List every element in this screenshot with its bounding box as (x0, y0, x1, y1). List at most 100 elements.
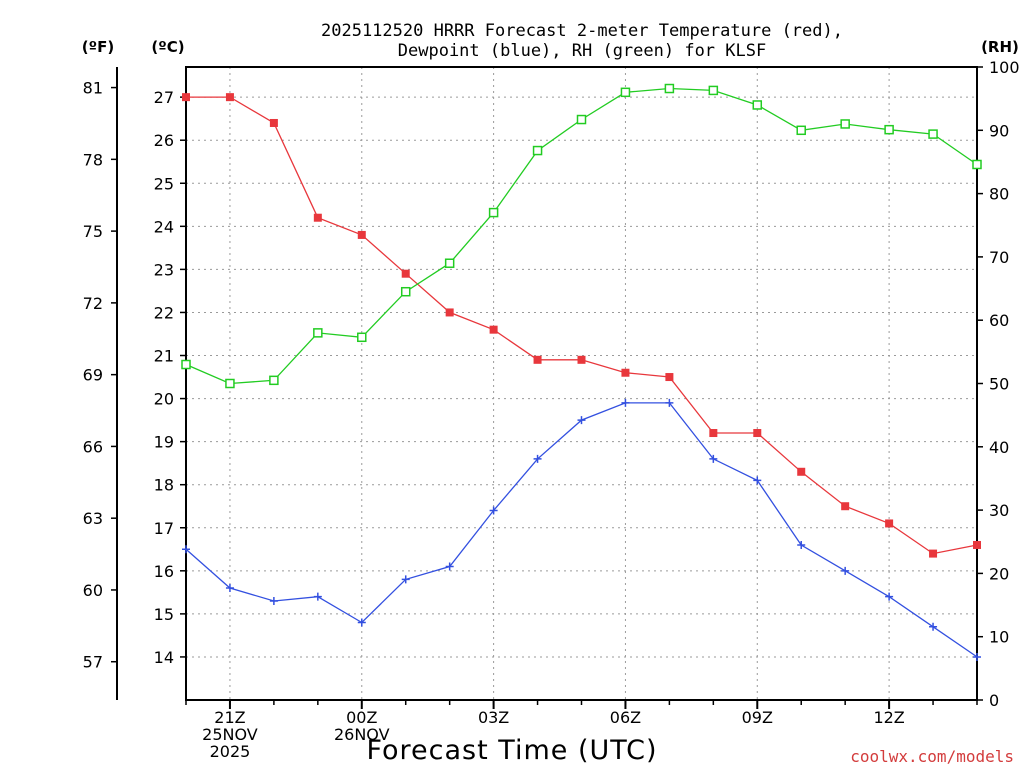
celsius-unit-label: (ºC) (151, 38, 184, 56)
fahrenheit-tick-label-57: 57 (83, 653, 103, 672)
dewpoint-point-10 (621, 398, 630, 407)
rh-tick-label-80: 80 (989, 185, 1009, 204)
temperature-point-9 (577, 355, 586, 364)
dewpoint-point-2 (269, 596, 278, 605)
dewpoint-point-7 (489, 506, 498, 515)
gridlines (186, 67, 977, 700)
rh-point-15 (840, 119, 850, 129)
rh-tick-label-20: 20 (989, 564, 1009, 583)
rh-point-10 (620, 87, 631, 98)
temperature-point-16 (885, 519, 894, 528)
dewpoint-point-9 (577, 416, 586, 425)
x-tick-label-1-0: 21Z (214, 708, 245, 727)
dewpoint-point-12 (709, 454, 718, 463)
temperature-point-15 (841, 502, 850, 511)
rh-point-2 (269, 375, 279, 386)
temperature-point-13 (753, 429, 762, 438)
temperature-point-3 (313, 213, 322, 222)
celsius-tick-label-25: 25 (154, 174, 174, 193)
x-axis-label: Forecast Time (UTC) (366, 735, 657, 766)
x-tick-label-10-0: 06Z (610, 708, 641, 727)
temperature-point-0 (182, 93, 190, 102)
rh-point-6 (444, 258, 455, 268)
rh-point-16 (884, 124, 894, 135)
watermark: coolwx.com/models (850, 747, 1014, 766)
celsius-tick-label-19: 19 (154, 433, 174, 452)
x-tick-label-4-1: 26NOV (334, 725, 390, 744)
plot-frame (185, 66, 978, 701)
dewpoint-point-18 (973, 652, 981, 661)
dewpoint-point-13 (753, 476, 762, 485)
temperature-point-6 (445, 308, 454, 317)
dewpoint-point-3 (313, 592, 322, 601)
x-tick-label-7-0: 03Z (478, 708, 509, 727)
dewpoint-point-6 (445, 562, 454, 571)
x-tick-label-16-0: 12Z (873, 708, 904, 727)
temperature-point-8 (533, 355, 542, 364)
rh-tick-label-100: 100 (989, 58, 1020, 77)
rh-tick-label-10: 10 (989, 628, 1009, 647)
celsius-tick-label-23: 23 (154, 260, 174, 279)
rh-point-5 (400, 286, 411, 297)
temperature-point-4 (357, 230, 366, 239)
dewpoint-point-8 (533, 454, 542, 463)
fahrenheit-tick-label-60: 60 (83, 581, 103, 600)
celsius-tick-label-14: 14 (154, 648, 174, 667)
dewpoint-line (185, 402, 978, 658)
rh-line (185, 87, 978, 385)
dewpoint-point-11 (665, 398, 674, 407)
fahrenheit-tick-label-78: 78 (83, 150, 103, 169)
rh-point-14 (796, 125, 806, 136)
rh-tick-label-70: 70 (989, 248, 1009, 267)
dewpoint-point-16 (885, 592, 894, 601)
rh-tick-label-30: 30 (989, 501, 1009, 520)
rh-point-8 (532, 145, 543, 156)
rh-tick-label-40: 40 (989, 438, 1009, 457)
rh-point-0 (181, 359, 191, 370)
celsius-tick-label-22: 22 (154, 303, 174, 322)
temperature-point-14 (797, 467, 806, 476)
temperature-point-1 (225, 93, 234, 102)
temperature-point-2 (269, 118, 278, 127)
dewpoint-point-1 (225, 584, 234, 593)
x-tick-label-13-0: 09Z (742, 708, 773, 727)
rh-point-13 (752, 100, 763, 110)
rh-point-18 (972, 159, 982, 170)
fahrenheit-tick-label-66: 66 (83, 437, 103, 456)
rh-point-3 (313, 328, 323, 338)
rh-tick-label-90: 90 (989, 121, 1009, 140)
fahrenheit-tick-label-72: 72 (83, 294, 103, 313)
x-tick-label-4-0: 00Z (346, 708, 377, 727)
rh-point-4 (357, 332, 367, 343)
rh-point-1 (225, 378, 235, 389)
rh-tick-label-60: 60 (989, 311, 1009, 330)
temperature-point-10 (621, 368, 630, 377)
x-tick-label-1-1: 25NOV (202, 725, 258, 744)
chart-title-line2: Dewpoint (blue), RH (green) for KLSF (398, 41, 766, 61)
dewpoint-point-4 (357, 618, 366, 627)
rh-tick-label-50: 50 (989, 375, 1009, 394)
dewpoint-point-17 (929, 622, 938, 631)
rh-point-11 (664, 83, 675, 94)
temperature-point-5 (401, 269, 410, 278)
dewpoint-point-15 (841, 566, 850, 575)
celsius-tick-label-17: 17 (154, 519, 174, 538)
temperature-point-12 (709, 429, 718, 438)
dewpoint-point-5 (401, 575, 410, 584)
rh-point-12 (708, 85, 719, 96)
celsius-tick-label-20: 20 (154, 390, 174, 409)
celsius-tick-label-26: 26 (154, 131, 174, 150)
temperature-point-18 (973, 540, 981, 549)
celsius-tick-label-16: 16 (154, 562, 174, 581)
fahrenheit-tick-label-63: 63 (83, 509, 103, 528)
axes: 14 15 16 17 18 19 20 21 22 23 24 25 26 27 57 60 63 66 69 72… (83, 58, 1020, 761)
rh-point-7 (488, 207, 499, 218)
celsius-tick-label-27: 27 (154, 88, 174, 107)
fahrenheit-tick-label-69: 69 (83, 366, 103, 385)
x-tick-label-1-2: 2025 (210, 742, 251, 761)
fahrenheit-tick-label-75: 75 (83, 222, 103, 241)
celsius-tick-label-24: 24 (154, 217, 174, 236)
series-layer (181, 83, 982, 661)
temperature-point-7 (489, 325, 498, 334)
